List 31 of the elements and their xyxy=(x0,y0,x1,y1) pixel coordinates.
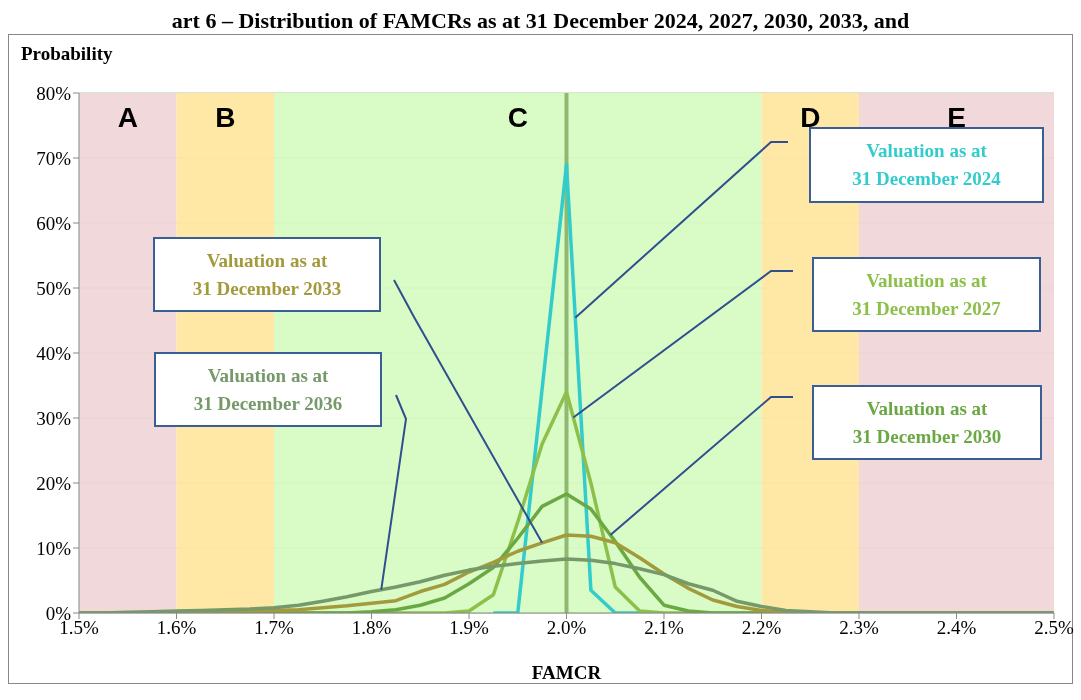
text: Valuation as at 31 December 2024 xyxy=(852,139,1001,191)
band-label: C xyxy=(507,101,528,133)
y-tick-label: 20% xyxy=(36,472,72,494)
band-label: A xyxy=(117,101,138,133)
y-tick-label: 40% xyxy=(36,342,72,364)
x-axis-title: FAMCR xyxy=(531,662,602,683)
y-tick-label: 30% xyxy=(36,407,72,429)
x-tick-label: 1.6% xyxy=(156,617,197,639)
band-label: B xyxy=(215,101,236,133)
band-label: D xyxy=(800,101,821,133)
x-tick-label: 2.3% xyxy=(839,617,879,639)
x-tick-label: 2.5% xyxy=(1034,617,1074,639)
text: Valuation as at 31 December 2027 xyxy=(852,268,1001,321)
band-label: E xyxy=(947,101,966,133)
x-tick-label: 1.8% xyxy=(351,617,392,639)
x-tick-label: 1.7% xyxy=(254,617,294,639)
y-tick-label: 60% xyxy=(36,212,72,234)
x-tick-label: 2.2% xyxy=(741,617,782,639)
y-tick-label: 50% xyxy=(36,277,72,299)
x-tick-label: 2.1% xyxy=(644,617,684,639)
y-tick-label: 80% xyxy=(36,82,72,104)
y-axis-title: Probability xyxy=(21,43,113,65)
y-tick-label: 70% xyxy=(36,147,72,169)
text: Valuation as at 31 December 2036 xyxy=(193,363,343,416)
text: Valuation as at 31 December 2030 xyxy=(852,396,1002,449)
x-tick-label: 2.4% xyxy=(936,617,977,639)
y-tick-label: 10% xyxy=(36,537,72,559)
chart-title: art 6 – Distribution of FAMCRs as at 31 December 2024, 2027, 2030, 2033, and xyxy=(170,8,911,34)
x-tick-label: 1.9% xyxy=(449,617,489,639)
x-tick-label: 2.0% xyxy=(546,617,587,639)
text: Valuation as at 31 December 2033 xyxy=(192,248,342,301)
